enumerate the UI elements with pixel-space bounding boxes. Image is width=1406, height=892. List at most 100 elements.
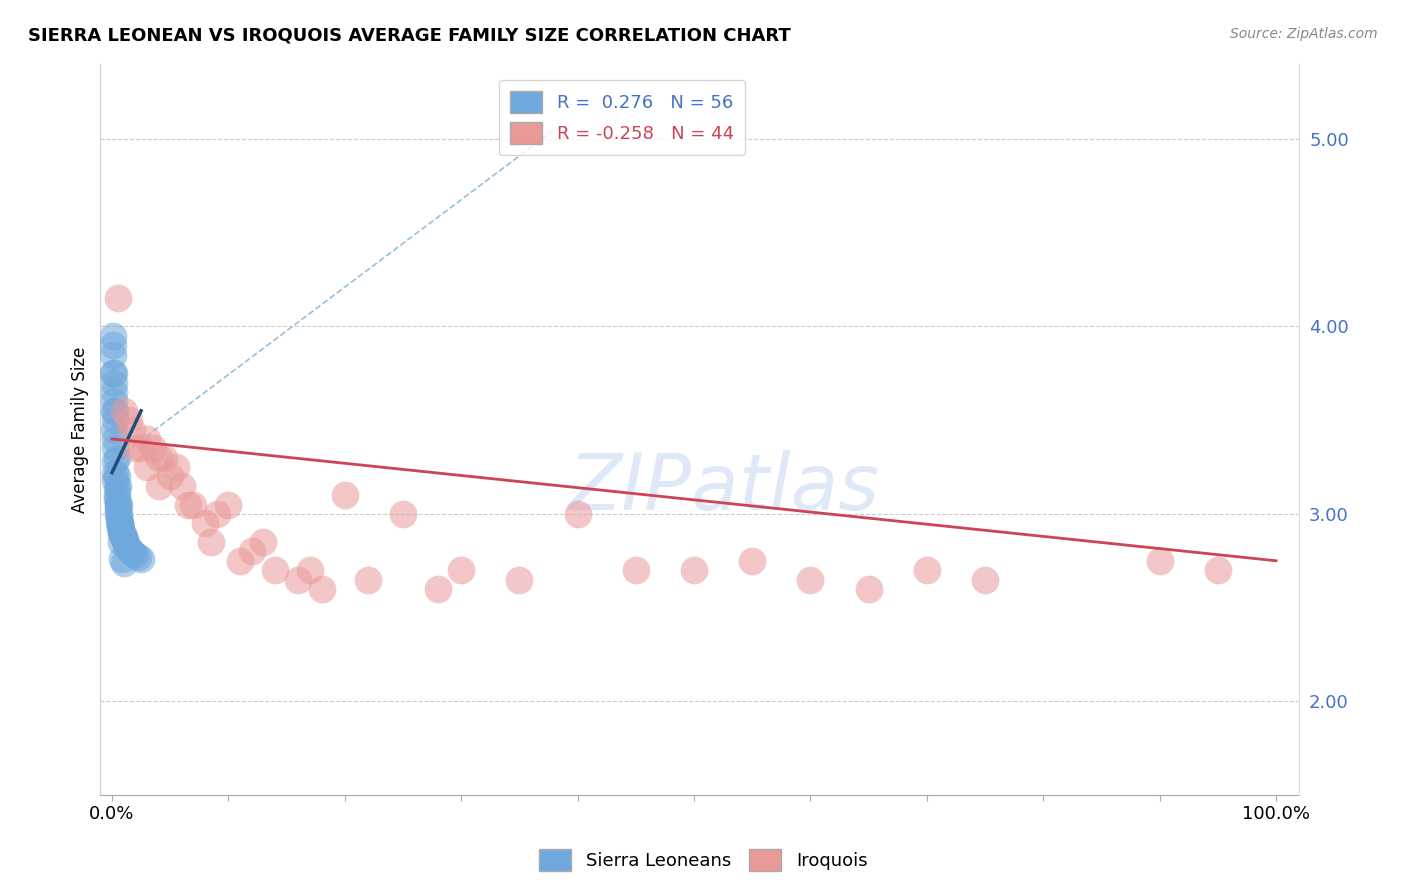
Point [108,516,131,531]
Point [176,498,198,512]
Point [122,546,145,560]
Point [110,522,132,536]
Point [858,582,880,596]
Point [124,442,146,456]
Point [110,535,132,549]
Point [103,404,125,418]
Point [104,454,127,468]
Point [103,423,125,437]
Point [121,423,143,437]
Point [148,479,170,493]
Point [110,525,132,540]
Point [101,367,124,381]
Point [105,481,128,495]
Point [104,466,127,480]
Point [104,473,127,487]
Text: ZIPatlas: ZIPatlas [568,450,879,526]
Point [101,329,124,343]
Point [1206,563,1229,577]
Point [104,432,127,446]
Point [104,404,127,418]
Point [105,469,128,483]
Point [103,394,125,409]
Point [205,507,228,521]
Point [107,507,129,521]
Point [114,535,136,549]
Point [115,537,138,551]
Point [200,535,222,549]
Point [105,450,128,465]
Point [974,573,997,587]
Text: Source: ZipAtlas.com: Source: ZipAtlas.com [1230,27,1378,41]
Point [114,533,136,548]
Point [108,510,131,524]
Point [101,348,124,362]
Point [107,503,129,517]
Point [112,529,135,543]
Point [170,479,193,493]
Point [159,469,181,483]
Point [108,507,131,521]
Point [107,496,129,510]
Point [287,573,309,587]
Point [392,507,415,521]
Point [135,432,157,446]
Point [129,442,152,456]
Point [108,516,131,531]
Point [264,563,287,577]
Point [104,413,127,427]
Point [683,563,706,577]
Point [108,518,131,533]
Point [115,539,138,553]
Point [105,491,128,506]
Point [426,582,449,596]
Point [118,542,141,557]
Point [252,535,274,549]
Point [105,488,128,502]
Point [117,541,139,555]
Point [217,498,239,512]
Point [142,442,165,456]
Point [799,573,821,587]
Point [298,563,321,577]
Point [112,556,135,570]
Point [107,500,129,514]
Point [124,548,146,562]
Point [111,525,134,540]
Point [112,404,135,418]
Point [127,549,149,564]
Point [229,554,252,568]
Point [357,573,380,587]
Point [129,552,152,566]
Legend: Sierra Leoneans, Iroquois: Sierra Leoneans, Iroquois [531,842,875,879]
Point [311,582,333,596]
Point [110,524,132,538]
Point [148,450,170,465]
Point [108,498,131,512]
Point [135,460,157,475]
Point [104,442,127,456]
Point [101,338,124,352]
Point [107,479,129,493]
Point [624,563,647,577]
Point [107,291,129,305]
Legend: R =  0.276   N = 56, R = -0.258   N = 44: R = 0.276 N = 56, R = -0.258 N = 44 [499,80,745,155]
Point [165,460,187,475]
Point [915,563,938,577]
Point [567,507,589,521]
Point [103,376,125,390]
Point [333,488,356,502]
Text: SIERRA LEONEAN VS IROQUOIS AVERAGE FAMILY SIZE CORRELATION CHART: SIERRA LEONEAN VS IROQUOIS AVERAGE FAMIL… [28,27,790,45]
Point [1149,554,1171,568]
Point [103,367,125,381]
Y-axis label: Average Family Size: Average Family Size [72,346,89,513]
Point [508,573,530,587]
Point [450,563,472,577]
Point [183,498,205,512]
Point [240,544,263,558]
Point [120,544,142,558]
Point [153,450,176,465]
Point [112,531,135,545]
Point [103,385,125,400]
Point [741,554,763,568]
